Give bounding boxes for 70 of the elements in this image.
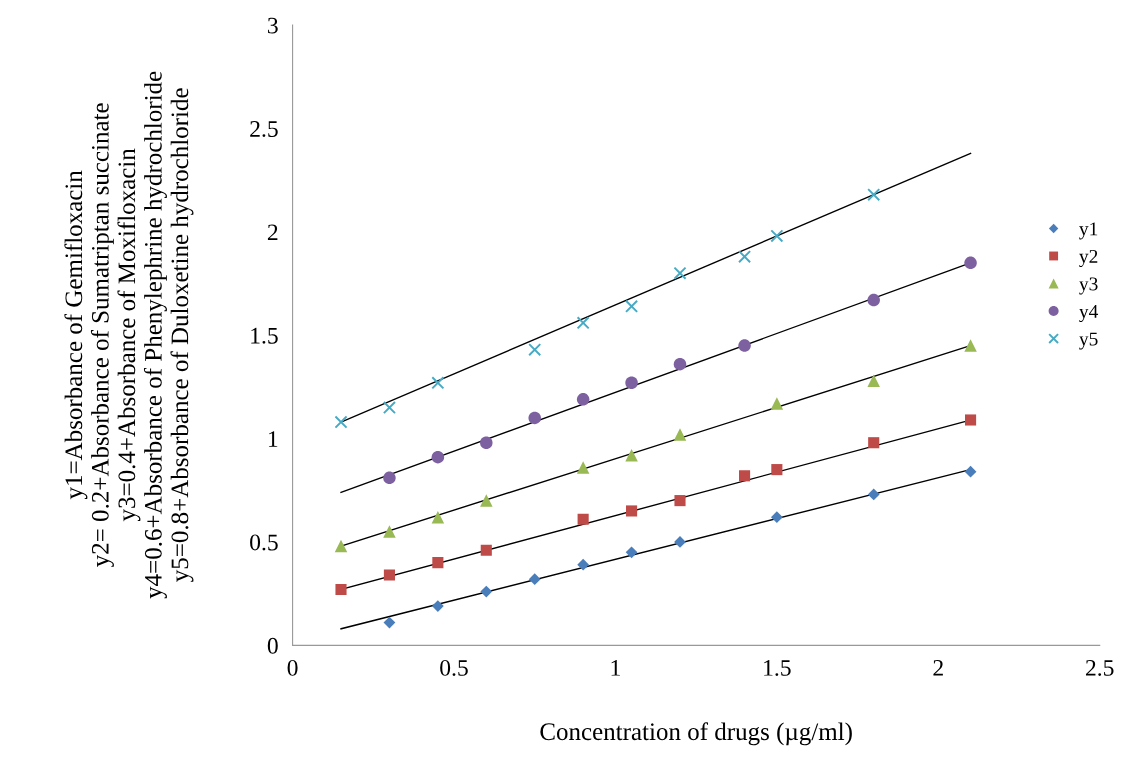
point xyxy=(576,316,590,330)
point xyxy=(577,558,590,571)
point xyxy=(625,448,638,462)
point xyxy=(480,494,493,507)
x-tick-label: 0 xyxy=(287,659,298,676)
y-axis-title: y1=Absorbance of Gemifloxacin y2= 0.2+Absorbance of Sumatriptan succinate y3=0.4+Absorbance of Moxifloxacin y4=0.6+Absorbance of Phenylephrine hydrochloride y5=0.8+Absorbance of Duloxetine hydrochloride xyxy=(64,71,194,599)
x-tick-label: 1 xyxy=(611,660,620,676)
point xyxy=(964,256,977,270)
point xyxy=(334,539,348,553)
legend-label: y5 xyxy=(1079,332,1098,350)
x-tick-label: 2.5 xyxy=(1085,659,1114,676)
point xyxy=(334,415,348,429)
point xyxy=(383,616,396,629)
legend-label: y3 xyxy=(1079,277,1098,295)
point xyxy=(335,583,347,596)
point xyxy=(382,401,396,415)
point xyxy=(673,428,687,441)
point xyxy=(625,376,638,390)
point xyxy=(674,495,686,507)
point xyxy=(965,414,977,426)
legend-label: y4 xyxy=(1079,305,1099,323)
x-tick-label: 0.5 xyxy=(440,659,468,676)
point xyxy=(964,465,977,478)
point xyxy=(577,513,589,525)
point xyxy=(528,411,541,425)
point xyxy=(576,461,590,474)
point xyxy=(770,511,783,524)
point xyxy=(383,525,396,538)
point xyxy=(738,339,751,352)
point xyxy=(673,357,687,371)
point xyxy=(771,464,783,476)
point xyxy=(626,505,638,517)
point xyxy=(431,450,445,464)
point xyxy=(528,573,541,586)
x-axis-title: Concentration of drugs (µg/ml) xyxy=(540,722,852,746)
point xyxy=(625,546,638,559)
point xyxy=(480,544,492,556)
point xyxy=(770,397,784,410)
point xyxy=(383,569,395,581)
legend-label: y2 xyxy=(1079,249,1098,267)
point xyxy=(480,585,493,598)
point xyxy=(528,343,542,357)
legend-label: y1 xyxy=(1079,222,1098,240)
y-tick-label: 1 xyxy=(268,431,278,447)
point xyxy=(576,393,590,406)
point xyxy=(431,600,444,612)
point xyxy=(383,471,396,485)
y-tick-label: 3 xyxy=(268,17,278,34)
y-tick-label: 0 xyxy=(267,637,278,654)
y-tick-label: 2.5 xyxy=(250,121,278,138)
point xyxy=(867,374,880,387)
point xyxy=(867,188,881,202)
x-tick-label: 1.5 xyxy=(764,660,791,676)
point xyxy=(625,299,639,313)
point xyxy=(770,229,784,243)
y-tick-label: 2 xyxy=(267,224,278,241)
point xyxy=(867,293,880,307)
point xyxy=(431,376,445,390)
x-tick-label: 2 xyxy=(933,659,943,676)
point xyxy=(673,266,687,280)
point xyxy=(867,488,880,501)
point xyxy=(432,557,444,569)
point xyxy=(480,436,493,449)
point xyxy=(739,470,751,482)
y-tick-label: 1.5 xyxy=(251,327,278,344)
point xyxy=(868,437,880,449)
point xyxy=(964,339,977,352)
point xyxy=(431,510,445,524)
point xyxy=(738,250,752,264)
y-tick-label: 0.5 xyxy=(250,534,278,551)
